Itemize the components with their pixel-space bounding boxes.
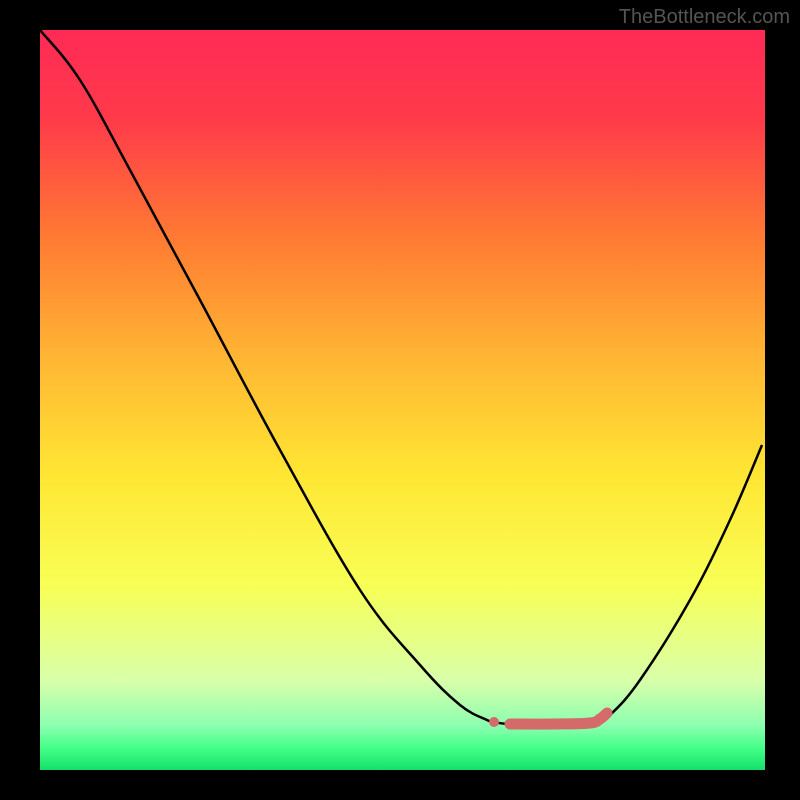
watermark-text: TheBottleneck.com: [619, 6, 790, 29]
bottleneck-chart: [0, 0, 800, 800]
chart-background: [40, 30, 765, 770]
optimal-point-marker: [489, 717, 499, 727]
